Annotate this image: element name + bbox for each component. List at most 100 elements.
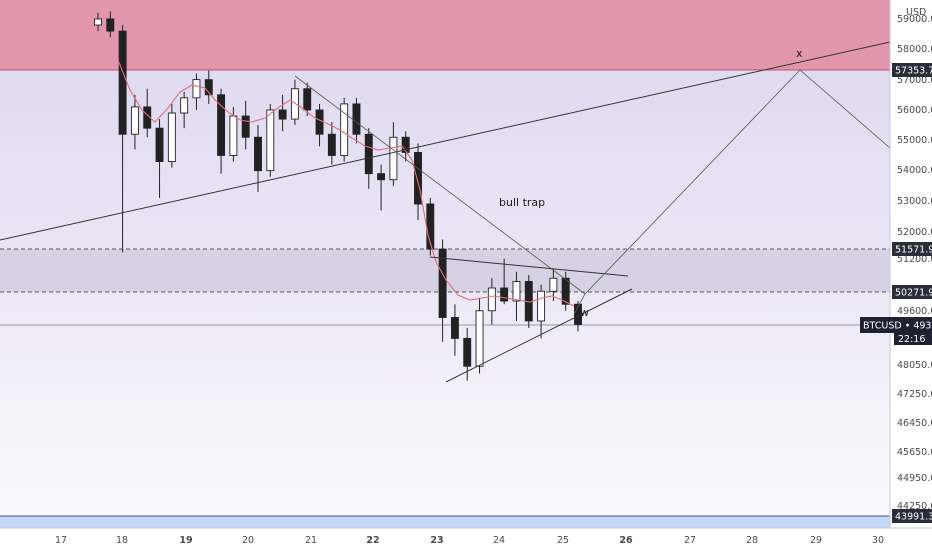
countdown-tag: [894, 333, 932, 345]
candle: [106, 11, 115, 38]
candle: [118, 25, 127, 253]
candle-body: [377, 173, 386, 181]
y-tick-label: 56000.00: [897, 105, 932, 116]
candle: [549, 268, 558, 301]
candle-body: [389, 136, 398, 181]
annotation-x: x: [796, 47, 803, 60]
candle: [167, 103, 176, 168]
candle: [204, 70, 213, 104]
x-axis-labels: 17 18 19 20 21 22 23 24 25 26 27 28 29 30: [55, 535, 884, 546]
candle-body: [155, 127, 164, 162]
candle-body: [229, 115, 238, 156]
candle-body: [500, 287, 509, 302]
projection-path: [573, 69, 891, 315]
candle-body: [549, 277, 558, 292]
y-tick-label: 46450.00: [897, 418, 932, 429]
y-tick-label: 57000.00: [897, 75, 932, 86]
candle-body: [278, 109, 287, 120]
y-tick-label: 44250.00: [897, 501, 932, 512]
candle-body: [130, 106, 139, 135]
y-tick-label: 55000.00: [897, 135, 932, 146]
candle: [266, 103, 275, 177]
annotation-w: w: [580, 306, 589, 319]
price-tags: 57353.78 51571.97 50271.96 BTCUSD • 49301.0…: [860, 63, 932, 523]
y-tick-label: 47250.00: [897, 389, 932, 400]
candle-body: [241, 115, 250, 138]
y-tick-label: 45650.00: [897, 447, 932, 458]
candle-body: [450, 317, 459, 339]
countdown-text: 22:16: [898, 334, 925, 345]
currency-label: USD: [906, 7, 926, 18]
candle: [303, 82, 312, 117]
annotation-bull-trap: bull trap: [499, 196, 545, 209]
candle: [130, 94, 139, 150]
candle: [500, 258, 509, 305]
candle: [389, 122, 398, 186]
x-tick-label: 19: [179, 535, 192, 546]
candle: [377, 164, 386, 211]
candle-body: [561, 277, 570, 305]
candle-body: [487, 287, 496, 312]
demand-zone: [0, 516, 890, 528]
candle: [450, 304, 459, 356]
candle: [438, 239, 447, 342]
ema-line: [117, 59, 575, 307]
candle-body: [254, 136, 262, 172]
y-tick-label: 44950.00: [897, 473, 932, 484]
candle-body: [266, 109, 275, 172]
y-tick-label: 58000.00: [897, 44, 932, 55]
x-tick-label: 27: [684, 535, 696, 546]
candle: [327, 122, 336, 165]
candle-body: [438, 248, 447, 318]
candle: [241, 100, 250, 150]
candle-body: [94, 18, 102, 26]
price-tag-text: 43991.36: [895, 512, 932, 523]
x-tick-label: 17: [55, 535, 67, 546]
candle: [561, 271, 570, 311]
candle-body: [106, 18, 115, 32]
x-tick-label: 25: [557, 535, 569, 546]
candle-body: [475, 310, 484, 367]
time-axis-panel[interactable]: [0, 528, 932, 550]
symbol-price-text: BTCUSD • 49301.00: [863, 321, 932, 332]
x-tick-label: 24: [493, 535, 505, 546]
price-tag: [892, 509, 932, 523]
price-tag-text: 51571.97: [895, 245, 932, 256]
triangle-top-line: [429, 256, 629, 277]
candle: [487, 278, 496, 325]
candle-body: [118, 30, 127, 135]
y-tick-label: 54000.00: [897, 165, 932, 176]
x-tick-label: 20: [242, 535, 254, 546]
y-tick-label: 51200.00: [897, 254, 932, 265]
candle: [364, 128, 373, 189]
candle-body: [167, 112, 176, 162]
candle-body: [180, 97, 189, 114]
candle: [426, 197, 435, 256]
triangle-bottom-line: [445, 288, 633, 383]
long-ascending-trendline: [0, 41, 891, 241]
candle: [217, 88, 226, 174]
candle: [192, 73, 201, 110]
candle: [340, 97, 349, 162]
price-axis-panel[interactable]: [890, 0, 932, 528]
candle: [352, 97, 361, 144]
candle-body: [303, 88, 312, 111]
candle-body: [217, 94, 226, 156]
candle: [537, 284, 546, 339]
x-tick-label: 18: [116, 535, 128, 546]
candle-body: [512, 281, 521, 302]
y-tick-label: 52000.00: [897, 227, 932, 238]
candle-body: [327, 133, 336, 156]
x-tick-label: 30: [872, 535, 884, 546]
candle: [254, 125, 262, 192]
candle: [512, 271, 521, 321]
x-tick-label: 22: [366, 535, 379, 546]
price-tag: [892, 242, 932, 256]
y-tick-label: 53000.00: [897, 196, 932, 207]
candle: [94, 12, 102, 32]
x-tick-label: 21: [305, 535, 317, 546]
candle: [278, 94, 287, 132]
candle-body: [463, 337, 472, 367]
y-tick-label: 48050.00: [897, 360, 932, 371]
